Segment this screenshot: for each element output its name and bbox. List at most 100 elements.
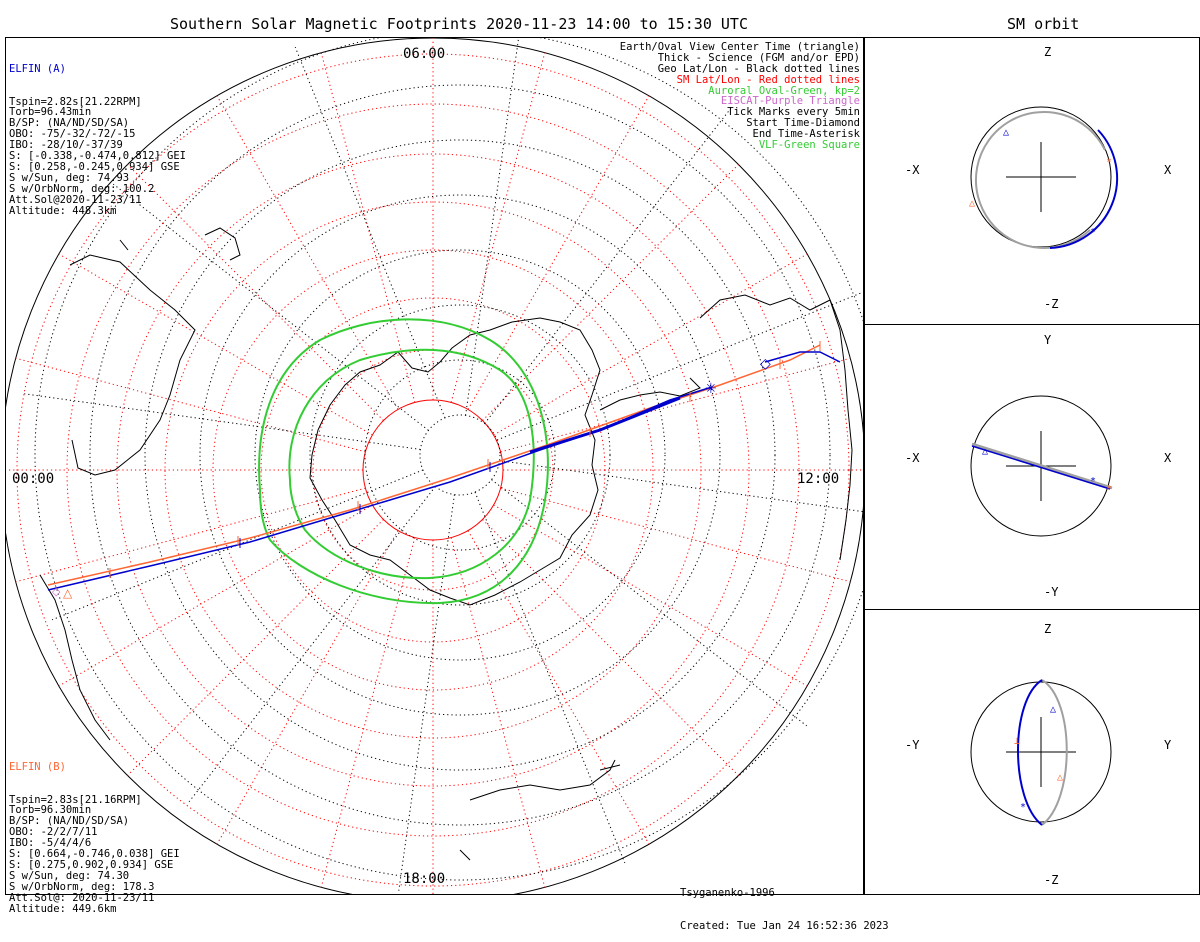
orbit1-label-left: -X [905, 163, 920, 177]
grid-radial-line [482, 164, 739, 421]
grid-radial-line [467, 530, 650, 845]
elfin-a-name: ELFIN (A) [9, 62, 66, 75]
antarctic-peninsula [599, 377, 701, 411]
orbit2-label-right: X [1164, 451, 1172, 465]
orbit3-label-left: -Y [905, 738, 920, 752]
elfin-b-line: S w/Sun, deg: 74.30 [9, 869, 130, 882]
elfin-b-line: S w/OrbNorm, deg: 178.3 [9, 880, 155, 893]
elfin-b-line: OBO: -2/2/7/11 [9, 826, 98, 839]
clock-label-bottom: 18:00 [403, 871, 446, 887]
elfin-a-science-segment [529, 396, 681, 454]
legend-entry: Auroral Oval-Green, kp=2 [708, 84, 860, 97]
clock-label-right: 12:00 [797, 471, 840, 487]
elfin-footprint-tracks: ✳◇△◇ [47, 341, 841, 600]
svg-text:⊥: ⊥ [1014, 736, 1020, 747]
orbit1-label-bottom: -Z [1044, 297, 1059, 311]
svg-text:*: * [1090, 227, 1096, 238]
elfin-b-view-triangle: △ [63, 586, 73, 600]
elfin-b-name: ELFIN (B) [9, 760, 66, 773]
grid-radial-line [58, 504, 373, 687]
credits-created: Created: Tue Jan 24 16:52:36 2023 [680, 919, 889, 932]
orbit2-label-bottom: -Y [1044, 585, 1059, 599]
elfin-a-line: B/SP: (NA/ND/SD/SA) [9, 117, 130, 130]
elfin-a-line: Altitude: 448.3km [9, 204, 117, 217]
clock-label-left: 00:00 [12, 471, 55, 487]
legend: Earth/Oval View Center Time (triangle) Th… [620, 42, 860, 151]
grid-radial-line [216, 95, 399, 410]
elfin-a-line: OBO: -75/-32/-72/-15 [9, 128, 136, 141]
svg-text:*: * [1106, 157, 1112, 168]
grid-radial-line [467, 95, 650, 410]
orbit-yz-elfin-b [1041, 679, 1068, 826]
grid-radial-line [320, 537, 416, 888]
new-zealand-coastline [469, 759, 616, 801]
legend-entry: Earth/Oval View Center Time (triangle) [619, 41, 860, 53]
orbit-xy-diagram: △ * * [970, 395, 1113, 537]
grid-radial-line [500, 487, 851, 583]
legend-entry: Thick - Science (FGM and/or EPD) [657, 51, 860, 64]
orbit-xz-diagram: △ △ * * [969, 106, 1119, 249]
grid-radial-line [320, 52, 416, 403]
grid-radial-line [493, 504, 808, 687]
grid-radial-line [127, 519, 384, 776]
elfin-b-line: Tspin=2.83s[21.16RPM] [9, 793, 142, 806]
orbit-diagrams: △ △ * * △ * * △ △ ⊥ * [969, 106, 1119, 826]
orbit-yz-elfin-a [1017, 679, 1043, 826]
svg-text:△: △ [982, 446, 988, 457]
grid-radial-line [482, 519, 739, 776]
elfin-a-track-end [764, 351, 841, 363]
grid-radial-line [127, 164, 384, 421]
legend-entry: EISCAT-Purple Triangle [720, 95, 860, 108]
svg-text:△: △ [1050, 704, 1056, 715]
orbit-xz-elfin-a [1049, 129, 1119, 249]
elfin-b-line: Att.Sol@: 2020-11-23/11 [9, 891, 155, 904]
grid-radial-line [58, 253, 373, 436]
eiscat-marker: ◇ [52, 585, 61, 598]
australia-coastline [39, 574, 111, 741]
elfin-a-line: Att.Sol@2020-11-23/11 [9, 193, 142, 206]
grid-radial-line [493, 253, 808, 436]
elfin-b-line: B/SP: (NA/ND/SD/SA) [9, 815, 130, 828]
elfin-b-line: Torb=96.30min [9, 804, 92, 817]
legend-entry: Start Time-Diamond [746, 117, 860, 130]
elfin-a-lines: Tspin=2.82s[21.22RPM] Torb=96.43min B/SP: … [9, 95, 187, 217]
orbit3-label-top: Z [1044, 622, 1052, 636]
elfin-a-line: IBO: -28/10/-37/39 [9, 139, 123, 152]
orbit-xy-elfin-b [971, 442, 1113, 490]
elfin-a-line: S w/Sun, deg: 74.93 [9, 171, 130, 184]
orbit-xz-elfin-b [974, 110, 1106, 249]
clock-label-top: 06:00 [403, 46, 446, 62]
svg-text:△: △ [1057, 772, 1063, 783]
grid-radial-line [500, 357, 851, 453]
elfin-a-line: S: [-0.338,-0.474,0.812] GEI [9, 150, 187, 163]
elfin-a-line: Torb=96.43min [9, 106, 92, 119]
africa-coastline [69, 254, 196, 476]
auroral-oval-inner [288, 348, 535, 580]
elfin-b-line: S: [0.664,-0.746,0.038] GEI [9, 848, 180, 861]
svg-text:*: * [1020, 802, 1026, 813]
credits-model: Tsyganenko-1996 [680, 886, 775, 899]
south-america-coastline [699, 294, 853, 561]
legend-entry: Geo Lat/Lon - Black dotted lines [657, 62, 860, 75]
elfin-a-line: S: [0.258,-0.245,0.934] GSE [9, 160, 180, 173]
plot-title: Southern Solar Magnetic Footprints 2020-… [170, 15, 748, 33]
elfin-a-start-diamond: ◇ [760, 356, 771, 372]
orbit3-label-bottom: -Z [1044, 873, 1059, 887]
orbit2-label-left: -X [905, 451, 920, 465]
svg-text:*: * [1090, 476, 1096, 487]
legend-entry: VLF-Green Square [758, 139, 860, 152]
elfin-b-line: S: [0.275,0.902,0.934] GSE [9, 858, 174, 871]
elfin-b-track [47, 344, 821, 586]
legend-entry: Tick Marks every 5min [727, 106, 860, 119]
grid-radial-line [450, 52, 546, 403]
elfin-a-info: ELFIN (A) Tspin=2.82s[21.22RPM] Torb=96.4… [9, 42, 186, 227]
legend-entry: SM Lat/Lon - Red dotted lines [676, 73, 860, 86]
elfin-a-line: Tspin=2.82s[21.22RPM] [9, 95, 142, 108]
elfin-a-line: S w/OrbNorm, deg: 100.2 [9, 182, 155, 195]
svg-text:△: △ [969, 198, 975, 209]
orbit1-label-top: Z [1044, 45, 1052, 59]
antarctica-coastline [309, 317, 601, 606]
grid-radial-line [216, 530, 399, 845]
elfin-b-line: IBO: -5/4/4/6 [9, 837, 92, 850]
elfin-b-line: Altitude: 449.6km [9, 902, 117, 915]
